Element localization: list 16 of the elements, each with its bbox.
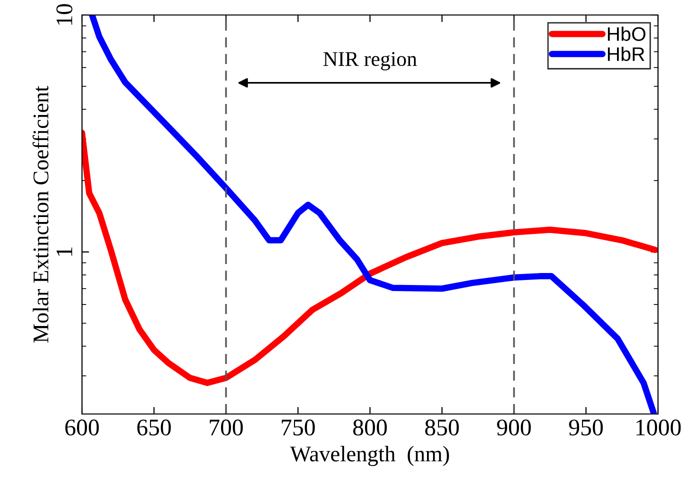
x-tick-label: 800 [353,420,387,436]
legend-label: HbR [608,46,644,62]
x-tick-label: 850 [425,420,459,436]
legend-label: HbO [608,26,646,41]
annotation: NIR region [323,52,417,70]
x-tick-label: 1000 [636,420,681,436]
x-tick-label: 750 [282,420,315,436]
x-axis-title: Wavelength (nm) [290,446,449,466]
x-tick-label: 900 [497,420,531,436]
x-tick-label: 700 [210,420,243,436]
y-tick-label: 10 [56,4,72,25]
x-tick-label: 650 [137,420,171,436]
x-tick-label: 600 [65,420,99,436]
y-tick-label: 1 [56,247,72,256]
y-axis-title: Molar Extinction Coefficient [32,86,48,343]
x-tick-label: 950 [569,420,603,436]
